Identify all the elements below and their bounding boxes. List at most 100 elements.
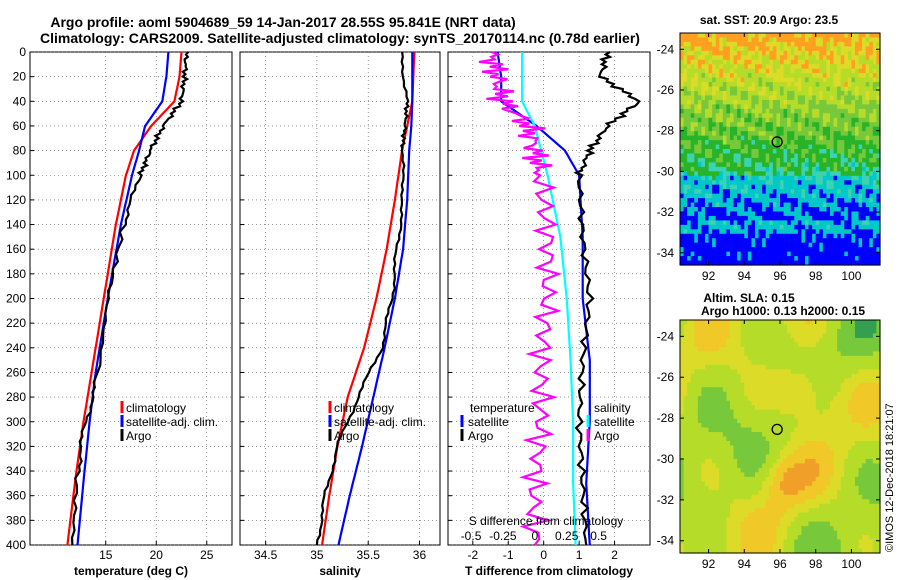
map-cell [740,82,745,88]
map-cell [826,229,831,235]
map-cell [765,117,770,123]
map-cell [801,499,806,505]
map-cell [808,242,813,248]
map-cell [712,400,717,406]
map-cell [733,364,738,370]
map-cell [751,485,756,491]
map-cell [876,162,881,168]
map-cell [826,82,831,88]
map-cell [830,166,835,172]
map-cell [755,427,760,433]
map-cell [737,135,742,141]
map-cell [790,427,795,433]
map-cell [737,535,742,541]
map-cell [737,211,742,217]
map-cell [697,476,703,482]
map-cell [708,324,713,330]
map-cell [737,224,742,230]
map-cell [747,122,753,128]
map-cell [708,95,713,101]
map-cell [758,454,763,460]
map-cell [776,481,781,487]
map-cell [765,153,770,159]
map-cell [683,135,688,141]
map-cell [801,233,806,239]
map-cell [847,68,853,74]
map-cell [744,337,749,343]
map-cell [694,517,699,523]
map-cell [772,427,778,433]
map-cell [740,50,745,56]
map-cell [797,351,803,357]
map-cell [872,211,878,217]
map-cell [769,131,774,137]
map-cell [744,427,749,433]
map-cell [765,512,770,518]
map-cell [837,260,842,266]
map-cell [869,59,874,65]
map-cell [855,41,860,47]
map-cell [705,548,710,554]
map-cell [826,113,831,119]
map-cell [776,503,781,509]
map-cell [847,153,853,159]
map-cell [694,198,699,204]
map-cell [694,46,699,52]
map-cell [769,113,774,119]
map-cell [680,548,685,554]
map-cell [755,360,760,366]
map-cell [751,180,756,186]
map-cell [797,517,803,523]
map-cell [683,95,688,101]
map-cell [708,184,713,190]
map-cell [815,126,820,132]
map-cell [855,233,860,239]
map-cell [787,153,792,159]
map-cell [794,346,799,352]
map-cell [772,224,778,230]
map-cell [715,162,720,168]
map-cell [790,539,795,545]
map-cell [769,135,774,141]
map-cell [783,364,788,370]
map-cell [726,193,731,199]
map-cell [680,184,685,190]
map-cell [797,355,803,361]
map-cell [797,260,803,266]
map-cell [694,436,699,442]
map-cell [772,238,778,244]
map-cell [833,198,838,204]
map-cell [780,91,785,97]
map-cell [697,193,703,199]
map-cell [830,171,835,177]
map-cell [790,135,795,141]
map-cell [683,233,688,239]
map-cell [751,171,756,177]
map-cell [687,149,692,155]
map-cell [755,193,760,199]
map-cell [830,215,835,221]
map-cell [772,382,778,388]
map-cell [772,512,778,518]
map-cell [783,423,788,429]
map-cell [801,59,806,65]
map-cell [808,104,813,110]
map-cell [790,131,795,137]
map-cell [776,346,781,352]
map-cell [765,467,770,473]
map-cell [690,59,695,65]
map-cell [772,463,778,469]
map-cell [819,175,824,181]
map-cell [780,440,785,447]
map-cell [805,95,810,101]
map-cell [722,378,728,384]
map-cell [783,233,788,239]
map-cell [733,458,738,464]
map-cell [837,41,842,47]
map-cell [733,324,738,330]
map-cell [787,476,792,482]
map-cell [858,99,863,105]
map-cell [755,117,760,123]
map-cell [730,400,735,406]
map-cell [744,215,749,221]
